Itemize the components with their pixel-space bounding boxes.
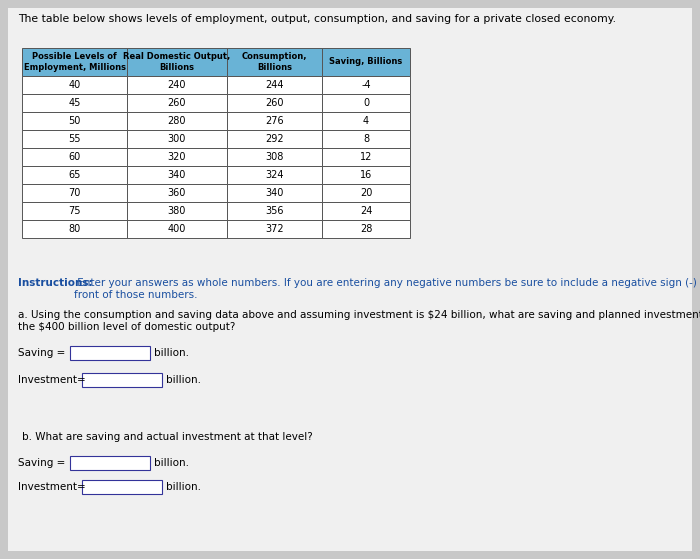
Text: 340: 340 xyxy=(265,188,284,198)
Text: 372: 372 xyxy=(265,224,284,234)
Bar xyxy=(82,480,162,494)
Text: Enter your answers as whole numbers. If you are entering any negative numbers be: Enter your answers as whole numbers. If … xyxy=(74,278,700,300)
Text: Possible Levels of
Employment, Millions: Possible Levels of Employment, Millions xyxy=(24,53,125,72)
Text: 45: 45 xyxy=(69,98,81,108)
Bar xyxy=(322,112,410,130)
Bar xyxy=(127,76,227,94)
Bar xyxy=(70,346,150,360)
Text: Saving =: Saving = xyxy=(18,348,65,358)
Bar xyxy=(227,94,322,112)
Bar xyxy=(227,202,322,220)
Bar xyxy=(127,148,227,166)
Bar xyxy=(127,130,227,148)
Bar xyxy=(127,112,227,130)
Bar xyxy=(227,184,322,202)
Bar xyxy=(127,220,227,238)
Bar xyxy=(22,166,127,184)
Text: Investment=: Investment= xyxy=(18,482,85,492)
Bar xyxy=(227,220,322,238)
Text: 380: 380 xyxy=(168,206,186,216)
Bar xyxy=(227,148,322,166)
Bar xyxy=(22,48,127,76)
Text: 24: 24 xyxy=(360,206,372,216)
Bar xyxy=(227,48,322,76)
Text: Instructions:: Instructions: xyxy=(18,278,92,288)
Bar xyxy=(22,202,127,220)
Text: 260: 260 xyxy=(168,98,186,108)
Text: 276: 276 xyxy=(265,116,284,126)
Text: 356: 356 xyxy=(265,206,284,216)
Text: Saving, Billions: Saving, Billions xyxy=(330,58,402,67)
Bar xyxy=(322,48,410,76)
Bar xyxy=(322,148,410,166)
Bar xyxy=(82,373,162,387)
Text: 280: 280 xyxy=(168,116,186,126)
Text: -4: -4 xyxy=(361,80,371,90)
Bar xyxy=(22,130,127,148)
Text: 8: 8 xyxy=(363,134,369,144)
Bar xyxy=(22,112,127,130)
Text: 400: 400 xyxy=(168,224,186,234)
Bar xyxy=(322,76,410,94)
Text: 300: 300 xyxy=(168,134,186,144)
Bar xyxy=(22,148,127,166)
Bar xyxy=(127,184,227,202)
Text: b. What are saving and actual investment at that level?: b. What are saving and actual investment… xyxy=(22,432,313,442)
Bar xyxy=(127,48,227,76)
Text: 40: 40 xyxy=(69,80,81,90)
Text: a. Using the consumption and saving data above and assuming investment is $24 bi: a. Using the consumption and saving data… xyxy=(18,310,700,331)
Text: 70: 70 xyxy=(69,188,81,198)
Text: Saving =: Saving = xyxy=(18,458,65,468)
Bar xyxy=(322,220,410,238)
Text: Investment=: Investment= xyxy=(18,375,85,385)
Text: 292: 292 xyxy=(265,134,284,144)
Text: 0: 0 xyxy=(363,98,369,108)
Text: 324: 324 xyxy=(265,170,284,180)
Text: 16: 16 xyxy=(360,170,372,180)
Text: billion.: billion. xyxy=(166,375,201,385)
Text: 340: 340 xyxy=(168,170,186,180)
Text: 320: 320 xyxy=(168,152,186,162)
Bar xyxy=(322,202,410,220)
Text: billion.: billion. xyxy=(154,458,189,468)
Text: 260: 260 xyxy=(265,98,284,108)
Bar xyxy=(22,184,127,202)
Bar xyxy=(127,166,227,184)
Text: 360: 360 xyxy=(168,188,186,198)
Text: 4: 4 xyxy=(363,116,369,126)
Bar xyxy=(227,130,322,148)
Text: 20: 20 xyxy=(360,188,372,198)
Bar xyxy=(70,456,150,470)
Text: billion.: billion. xyxy=(166,482,201,492)
Bar xyxy=(227,166,322,184)
Text: billion.: billion. xyxy=(154,348,189,358)
Text: 50: 50 xyxy=(69,116,81,126)
Text: 65: 65 xyxy=(69,170,81,180)
Bar xyxy=(322,130,410,148)
Bar xyxy=(127,94,227,112)
Text: Real Domestic Output,
Billions: Real Domestic Output, Billions xyxy=(123,53,230,72)
Bar xyxy=(22,94,127,112)
Bar xyxy=(127,202,227,220)
Text: 244: 244 xyxy=(265,80,284,90)
Bar xyxy=(227,76,322,94)
Text: 308: 308 xyxy=(265,152,284,162)
Bar xyxy=(322,184,410,202)
Text: 240: 240 xyxy=(168,80,186,90)
Text: The table below shows levels of employment, output, consumption, and saving for : The table below shows levels of employme… xyxy=(18,14,616,24)
Bar xyxy=(227,112,322,130)
Text: 55: 55 xyxy=(69,134,81,144)
Text: 60: 60 xyxy=(69,152,81,162)
Text: Consumption,
Billions: Consumption, Billions xyxy=(241,53,307,72)
Text: 28: 28 xyxy=(360,224,372,234)
Bar xyxy=(322,94,410,112)
Bar xyxy=(22,76,127,94)
Text: 75: 75 xyxy=(69,206,81,216)
Bar xyxy=(22,220,127,238)
Text: 12: 12 xyxy=(360,152,372,162)
Text: 80: 80 xyxy=(69,224,81,234)
Bar xyxy=(322,166,410,184)
